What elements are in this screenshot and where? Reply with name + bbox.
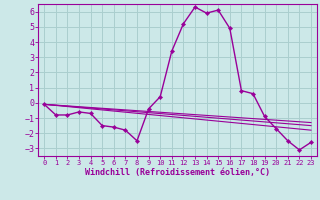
X-axis label: Windchill (Refroidissement éolien,°C): Windchill (Refroidissement éolien,°C) xyxy=(85,168,270,177)
